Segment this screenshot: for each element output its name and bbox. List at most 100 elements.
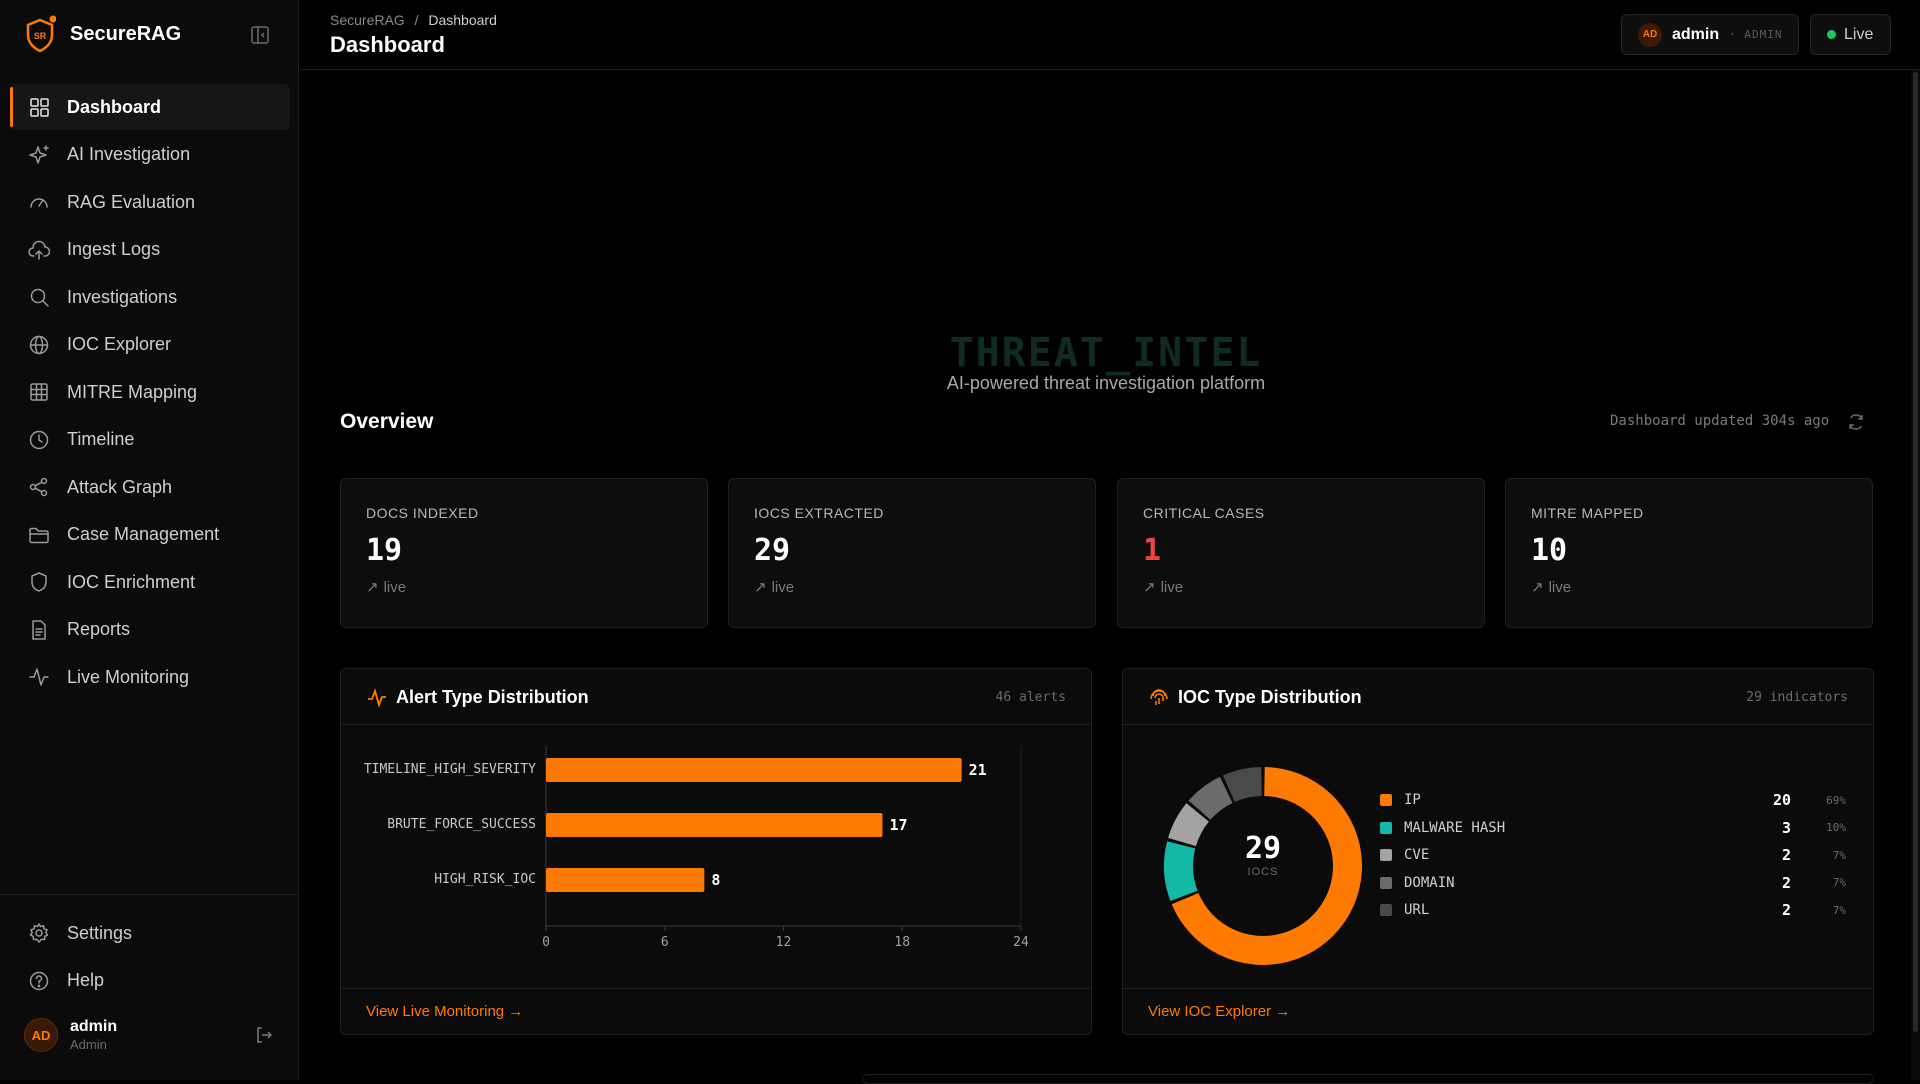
legend-label: URL xyxy=(1404,902,1430,918)
stat-trend: ↗ live xyxy=(1143,578,1484,597)
sidebar-item-dashboard[interactable]: Dashboard xyxy=(10,84,290,130)
donut-center: 29 IOCS xyxy=(1153,831,1373,878)
sidebar-item-label: MITRE Mapping xyxy=(67,381,198,402)
sidebar-item-label: Case Management xyxy=(67,524,220,544)
sidebar-item-help[interactable]: Help xyxy=(10,958,290,1004)
x-tick-label: 24 xyxy=(1013,935,1029,950)
sidebar: SR SecureRAG Dashboard AI Investigation RA… xyxy=(0,0,299,1080)
bar-value-label: 8 xyxy=(711,871,720,889)
legend-label: CVE xyxy=(1404,847,1430,863)
refresh-icon[interactable] xyxy=(1846,412,1866,432)
grid-icon xyxy=(28,96,50,118)
stat-card-docs[interactable]: DOCS INDEXED 19 ↗ live xyxy=(340,478,708,628)
sidebar-item-investigations[interactable]: Investigations xyxy=(10,274,290,320)
sidebar-item-case-management[interactable]: Case Management xyxy=(10,512,290,558)
view-ioc-explorer-link[interactable]: View IOC Explorer → xyxy=(1148,1003,1291,1020)
stat-trend-label: live xyxy=(1160,578,1184,596)
donut-slice xyxy=(1164,841,1198,902)
legend-percent: 7% xyxy=(1832,876,1846,889)
sparkles-icon xyxy=(28,144,50,166)
sidebar-item-label: Attack Graph xyxy=(67,476,173,497)
sidebar-item-rag-evaluation[interactable]: RAG Evaluation xyxy=(10,179,290,225)
status-dot-icon xyxy=(1827,30,1836,39)
sidebar-item-label: Settings xyxy=(67,922,133,943)
panel-header: Alert Type Distribution 46 alerts xyxy=(341,669,1091,725)
user-menu[interactable]: AD admin · ADMIN xyxy=(1621,14,1799,55)
scrollbar-thumb[interactable] xyxy=(1913,72,1918,1032)
breadcrumb-separator: / xyxy=(414,12,419,28)
gear-icon xyxy=(28,922,50,944)
sidebar-item-settings[interactable]: Settings xyxy=(10,910,290,956)
header-user-name: admin xyxy=(1672,25,1720,43)
sidebar-item-ioc-explorer[interactable]: IOC Explorer xyxy=(10,322,290,368)
breadcrumb-current: Dashboard xyxy=(428,12,497,28)
sidebar-item-timeline[interactable]: Timeline xyxy=(10,417,290,463)
shield-icon xyxy=(28,571,50,593)
legend-item: URL 2 7% xyxy=(1380,898,1846,922)
view-live-monitoring-link[interactable]: View Live Monitoring → xyxy=(366,1003,524,1020)
next-panel-edge xyxy=(862,1074,1874,1084)
indicator-count: 29 indicators xyxy=(1746,690,1848,705)
stat-trend: ↗ live xyxy=(366,578,707,597)
stat-card-mitre[interactable]: MITRE MAPPED 10 ↗ live xyxy=(1505,478,1873,628)
legend-count: 2 xyxy=(1781,873,1791,892)
x-tick-label: 18 xyxy=(894,935,910,950)
document-icon xyxy=(28,619,50,641)
trending-up-icon: ↗ xyxy=(1143,579,1156,596)
stat-label: DOCS INDEXED xyxy=(366,505,479,521)
ioc-donut-chart xyxy=(1164,767,1362,965)
logout-icon[interactable] xyxy=(254,1025,274,1045)
hero-subtitle: AI-powered threat investigation platform xyxy=(946,373,1266,393)
ioc-distribution-panel: IOC Type Distribution 29 indicators 29 I… xyxy=(1122,668,1874,1035)
stat-trend: ↗ live xyxy=(754,578,1095,597)
legend-count: 2 xyxy=(1781,901,1791,919)
x-tick-label: 12 xyxy=(776,935,792,950)
stat-card-critical[interactable]: CRITICAL CASES 1 ↗ live xyxy=(1117,478,1485,628)
header-user-role: · ADMIN xyxy=(1729,28,1783,41)
legend-label: MALWARE HASH xyxy=(1404,819,1506,836)
share-icon xyxy=(28,476,50,498)
shield-logo-icon: SR xyxy=(24,15,57,53)
brand-name: SecureRAG xyxy=(70,22,182,45)
brand[interactable]: SR SecureRAG xyxy=(24,14,181,54)
sidebar-item-reports[interactable]: Reports xyxy=(10,607,290,653)
user-name: admin xyxy=(70,1018,118,1035)
bar-value-label: 17 xyxy=(889,816,907,834)
stat-card-iocs[interactable]: IOCS EXTRACTED 29 ↗ live xyxy=(728,478,1096,628)
panel-footer: View IOC Explorer → xyxy=(1123,988,1873,1034)
help-circle-icon xyxy=(28,970,50,992)
breadcrumb-root[interactable]: SecureRAG xyxy=(330,12,405,28)
sidebar-item-label: IOC Explorer xyxy=(67,334,172,354)
alert-bar-chart: 0 6 12 18 24 TIMELINE_HIGH_SEVERITY 21 BRUTE_FO… xyxy=(364,746,1029,950)
sidebar-item-label: RAG Evaluation xyxy=(67,191,196,212)
legend-count: 3 xyxy=(1781,818,1791,837)
bar-category-label: TIMELINE_HIGH_SEVERITY xyxy=(364,762,536,777)
stat-label: IOCS EXTRACTED xyxy=(754,505,884,521)
sidebar-collapse-icon[interactable] xyxy=(250,25,270,45)
search-icon xyxy=(28,286,50,308)
sidebar-item-ingest-logs[interactable]: Ingest Logs xyxy=(10,227,290,273)
sidebar-item-label: AI Investigation xyxy=(67,144,191,164)
hero-title: THREAT_INTEL xyxy=(949,330,1263,376)
legend-swatch xyxy=(1380,904,1392,916)
legend-percent: 69% xyxy=(1826,793,1846,807)
activity-icon xyxy=(366,687,388,709)
sidebar-item-ioc-enrichment[interactable]: IOC Enrichment xyxy=(10,559,290,605)
legend-count: 20 xyxy=(1772,791,1791,809)
section-title: Overview xyxy=(340,410,434,433)
sidebar-item-mitre-mapping[interactable]: MITRE Mapping xyxy=(10,369,290,415)
live-status-badge[interactable]: Live xyxy=(1810,14,1891,55)
sidebar-item-ai-investigation[interactable]: AI Investigation xyxy=(10,132,290,178)
bar xyxy=(546,758,962,782)
stat-label: MITRE MAPPED xyxy=(1531,505,1644,521)
sidebar-item-live-monitoring[interactable]: Live Monitoring xyxy=(10,654,290,700)
sidebar-item-attack-graph[interactable]: Attack Graph xyxy=(10,464,290,510)
legend-item: CVE 2 7% xyxy=(1380,843,1846,867)
trending-up-icon: ↗ xyxy=(1531,579,1544,596)
stat-trend-label: live xyxy=(1548,578,1572,596)
legend-percent: 10% xyxy=(1826,821,1846,834)
legend-swatch xyxy=(1380,849,1392,861)
legend-label: DOMAIN xyxy=(1404,874,1455,891)
clock-icon xyxy=(28,429,50,451)
sidebar-user[interactable]: AD admin Admin xyxy=(24,1014,274,1056)
